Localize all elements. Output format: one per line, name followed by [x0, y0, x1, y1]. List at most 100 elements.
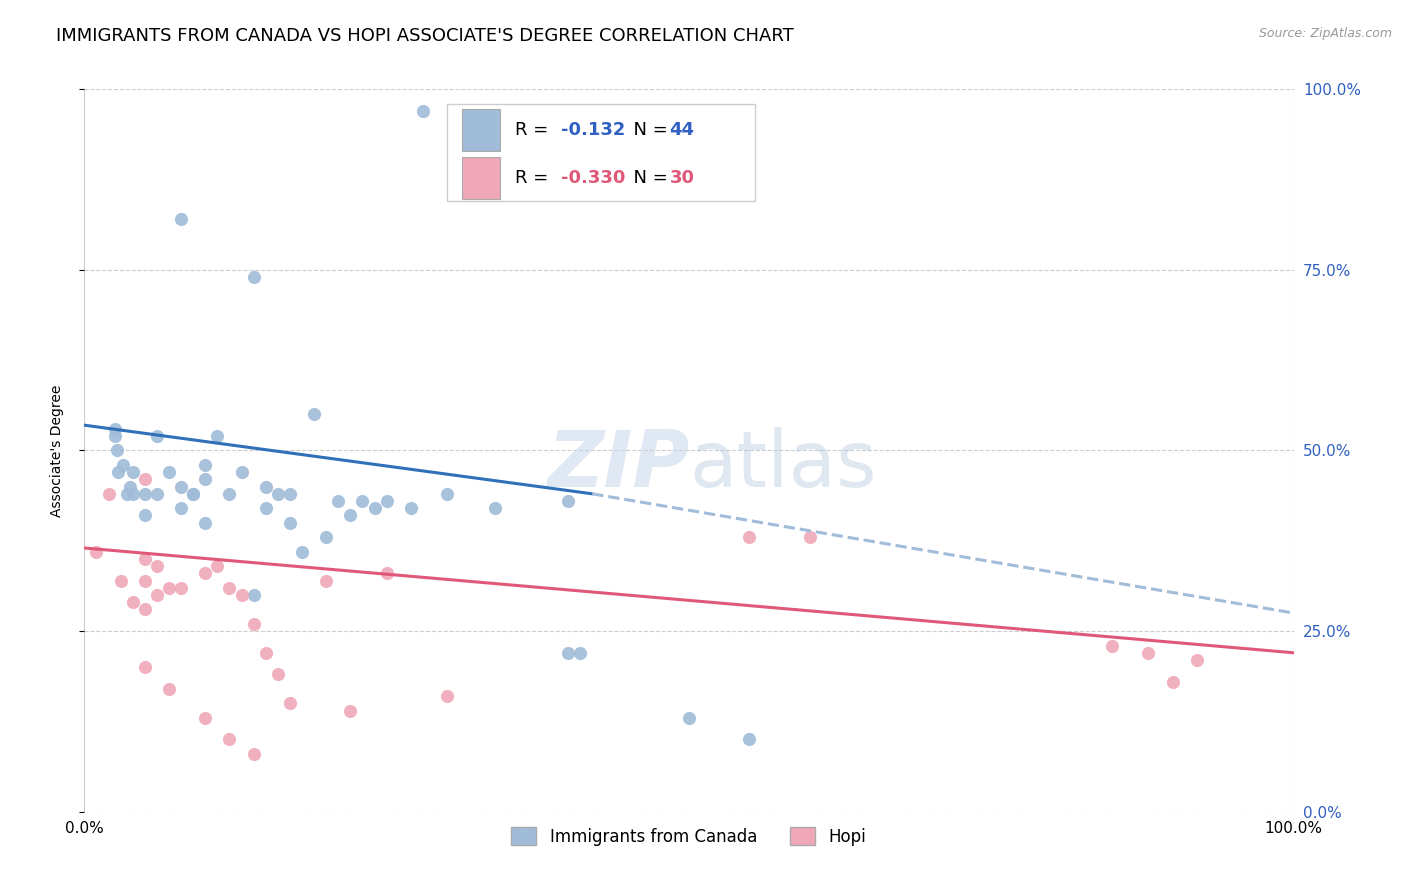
Point — [278, 516, 301, 530]
Point — [207, 559, 229, 574]
Text: R =: R = — [515, 121, 554, 139]
Point — [115, 487, 138, 501]
Point — [121, 465, 143, 479]
Point — [1185, 653, 1208, 667]
Point — [315, 574, 337, 588]
Point — [107, 465, 129, 479]
Text: atlas: atlas — [689, 427, 876, 503]
Point — [242, 747, 264, 761]
Point — [170, 501, 193, 516]
Text: N =: N = — [623, 169, 673, 186]
Point — [121, 487, 143, 501]
Point — [352, 494, 374, 508]
Point — [738, 732, 761, 747]
Point — [194, 458, 217, 472]
Point — [207, 429, 229, 443]
Text: -0.330: -0.330 — [561, 169, 626, 186]
Bar — [461, 109, 501, 151]
Point — [170, 581, 193, 595]
Point — [134, 574, 156, 588]
Point — [146, 588, 169, 602]
Text: ZIP: ZIP — [547, 427, 689, 503]
Point — [146, 559, 169, 574]
Text: IMMIGRANTS FROM CANADA VS HOPI ASSOCIATE'S DEGREE CORRELATION CHART: IMMIGRANTS FROM CANADA VS HOPI ASSOCIATE… — [56, 27, 794, 45]
Point — [120, 480, 142, 494]
Point — [134, 472, 156, 486]
Point — [194, 472, 217, 486]
Point — [278, 487, 301, 501]
Point — [112, 458, 135, 472]
Point — [302, 407, 325, 421]
Point — [460, 103, 482, 118]
Point — [110, 574, 132, 588]
Point — [738, 530, 761, 544]
Point — [1101, 639, 1123, 653]
Point — [194, 711, 217, 725]
Point — [242, 588, 264, 602]
Point — [134, 487, 156, 501]
Point — [291, 544, 314, 558]
Point — [104, 429, 127, 443]
Point — [436, 689, 458, 703]
Point — [267, 667, 290, 681]
Point — [218, 732, 240, 747]
Point — [375, 566, 398, 581]
Y-axis label: Associate's Degree: Associate's Degree — [49, 384, 63, 516]
Point — [1137, 646, 1160, 660]
Point — [363, 501, 385, 516]
Point — [97, 487, 120, 501]
Text: 44: 44 — [669, 121, 695, 139]
Point — [799, 530, 821, 544]
Point — [218, 487, 240, 501]
Point — [328, 494, 350, 508]
Legend: Immigrants from Canada, Hopi: Immigrants from Canada, Hopi — [503, 819, 875, 854]
Point — [146, 487, 169, 501]
Point — [194, 516, 217, 530]
Point — [278, 696, 301, 710]
Point — [254, 501, 277, 516]
Point — [146, 429, 169, 443]
Point — [678, 711, 700, 725]
Point — [436, 487, 458, 501]
Point — [181, 487, 204, 501]
Point — [86, 544, 108, 558]
Point — [315, 530, 337, 544]
Point — [170, 212, 193, 227]
Point — [267, 487, 290, 501]
Point — [104, 422, 127, 436]
Point — [121, 595, 143, 609]
Point — [170, 480, 193, 494]
Bar — [461, 157, 501, 199]
Point — [194, 566, 217, 581]
Point — [242, 270, 264, 285]
Point — [231, 465, 253, 479]
Point — [157, 681, 180, 696]
Point — [254, 646, 277, 660]
Text: R =: R = — [515, 169, 554, 186]
Point — [557, 494, 579, 508]
Point — [484, 501, 506, 516]
Point — [134, 602, 156, 616]
Point — [557, 646, 579, 660]
Point — [339, 508, 361, 523]
Point — [231, 588, 253, 602]
Point — [375, 494, 398, 508]
Text: 30: 30 — [669, 169, 695, 186]
Point — [134, 508, 156, 523]
Point — [105, 443, 128, 458]
Point — [134, 660, 156, 674]
Point — [339, 704, 361, 718]
Point — [181, 487, 204, 501]
Point — [1161, 674, 1184, 689]
Point — [134, 551, 156, 566]
FancyBboxPatch shape — [447, 103, 755, 202]
Text: Source: ZipAtlas.com: Source: ZipAtlas.com — [1258, 27, 1392, 40]
Text: -0.132: -0.132 — [561, 121, 626, 139]
Point — [157, 581, 180, 595]
Point — [399, 501, 422, 516]
Point — [218, 581, 240, 595]
Point — [242, 616, 264, 631]
Point — [569, 646, 592, 660]
Point — [254, 480, 277, 494]
Text: N =: N = — [623, 121, 673, 139]
